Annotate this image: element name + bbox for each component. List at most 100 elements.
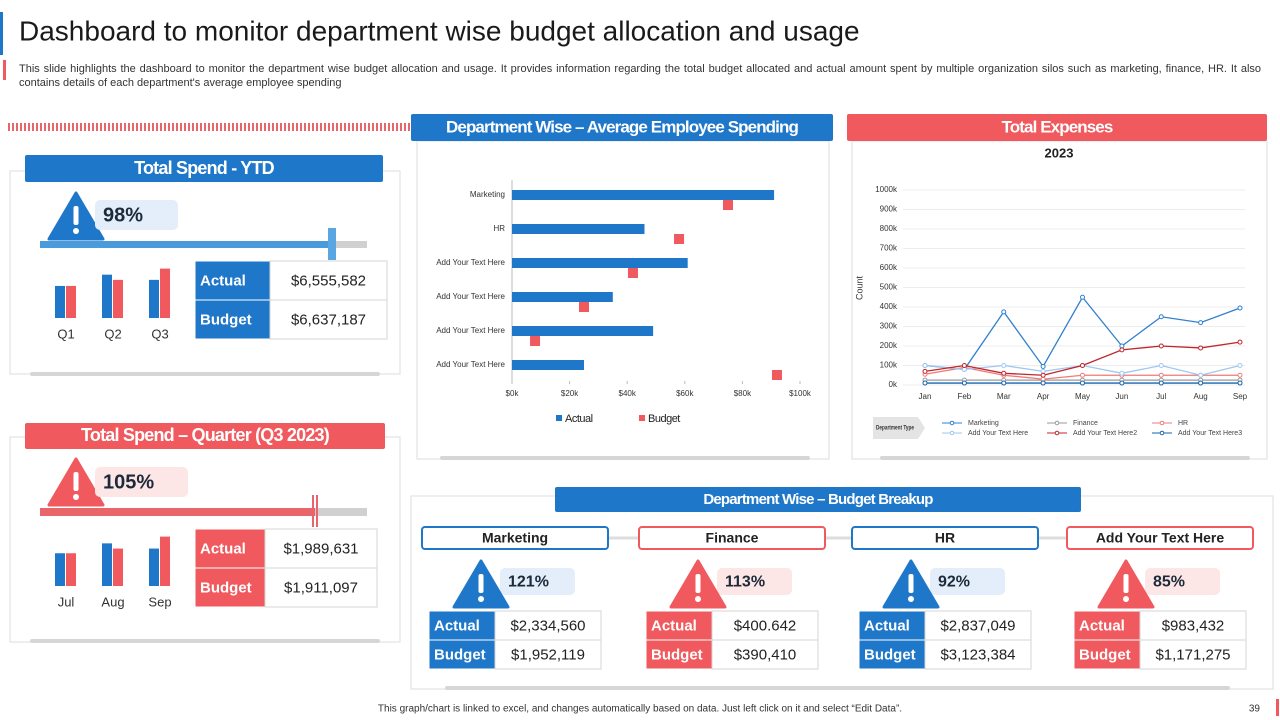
page-number: 39 xyxy=(1249,704,1261,715)
row-label: Actual xyxy=(864,617,910,634)
panel-title: Total Spend – Quarter (Q3 2023) xyxy=(81,425,330,445)
panel-header xyxy=(411,114,833,141)
x-tick-label: Q3 xyxy=(151,326,168,341)
row-label: Budget xyxy=(1079,646,1131,663)
point xyxy=(1119,347,1125,353)
legend-label: Budget xyxy=(648,413,680,425)
x-tick-label: Q1 xyxy=(57,326,74,341)
row-label: Budget xyxy=(200,579,252,596)
y-tick-label: 900k xyxy=(880,205,898,214)
point xyxy=(1237,305,1243,311)
subtitle: This slide highlights the dashboard to m… xyxy=(19,63,1261,89)
legend-swatch xyxy=(639,415,645,421)
y-tick-label: 500k xyxy=(880,283,898,292)
table-cell xyxy=(264,567,378,608)
point xyxy=(1237,380,1243,386)
warning-dot xyxy=(478,596,484,602)
row-label: Actual xyxy=(200,272,246,289)
legend-label: HR xyxy=(1178,420,1188,427)
budget-marker xyxy=(530,336,541,346)
bar xyxy=(113,548,123,586)
table-cell xyxy=(264,528,378,569)
point xyxy=(1198,380,1204,386)
row-value: $400.642 xyxy=(734,617,797,634)
point xyxy=(1237,372,1243,378)
legend-label: Marketing xyxy=(968,420,999,427)
bar xyxy=(512,326,654,336)
panel-header xyxy=(25,423,385,449)
legend-title: Department Type xyxy=(876,426,915,432)
point xyxy=(1158,363,1164,368)
y-tick-label: 200k xyxy=(880,341,898,350)
title-accent xyxy=(0,12,3,55)
point xyxy=(961,363,967,368)
y-tick-label: Add Your Text Here xyxy=(436,258,505,267)
x-tick-label: Aug xyxy=(101,594,124,609)
x-tick-label: $60k xyxy=(676,389,694,398)
point xyxy=(922,380,928,386)
warning-mark xyxy=(73,472,79,491)
bar xyxy=(512,258,688,268)
percent-text: 98% xyxy=(103,204,143,226)
panel-header xyxy=(25,155,383,182)
point xyxy=(1040,363,1046,369)
row-label: Actual xyxy=(434,617,480,634)
point xyxy=(961,380,967,386)
legend-label: Finance xyxy=(1073,420,1098,427)
legend-point xyxy=(1054,430,1060,436)
point xyxy=(1001,363,1007,368)
progress-marker xyxy=(328,228,336,260)
row-value: $1,171,275 xyxy=(1155,646,1230,663)
x-tick-label: Sep xyxy=(1233,392,1248,401)
point xyxy=(922,368,928,374)
warning-mark xyxy=(478,574,484,593)
x-tick-label: $80k xyxy=(734,389,752,398)
point xyxy=(1198,345,1204,351)
percent-badge xyxy=(95,467,188,497)
point xyxy=(1158,314,1164,320)
legend-label: Actual xyxy=(565,413,593,425)
row-label: Budget xyxy=(200,311,252,328)
budget-marker xyxy=(579,302,589,312)
warning-mark xyxy=(73,206,79,225)
y-tick-label: 700k xyxy=(880,244,898,253)
bar xyxy=(149,548,159,586)
table-cell xyxy=(645,610,713,641)
point xyxy=(1080,294,1085,300)
y-tick-label: 300k xyxy=(880,322,898,331)
bar xyxy=(55,553,65,586)
table-cell xyxy=(428,639,496,670)
point xyxy=(1158,372,1164,378)
warning-dot xyxy=(73,228,79,234)
point xyxy=(1119,380,1125,386)
budget-marker xyxy=(627,268,638,278)
row-label: Actual xyxy=(1079,617,1125,634)
table-cell xyxy=(711,639,819,670)
card-name-box xyxy=(421,526,609,550)
point xyxy=(1237,339,1243,345)
table-cell xyxy=(269,260,388,301)
progress-marker xyxy=(311,495,319,527)
bar xyxy=(113,279,123,318)
legend-label: Add Your Text Here2 xyxy=(1073,430,1137,437)
x-tick-label: Sep xyxy=(148,594,171,609)
warning-mark xyxy=(908,574,914,593)
percent-text: 121% xyxy=(508,574,549,591)
row-value: $1,952,119 xyxy=(511,646,585,663)
table-cell xyxy=(494,610,602,641)
x-tick-label: Apr xyxy=(1037,392,1050,401)
point xyxy=(1080,363,1085,368)
panel-title: Department Wise – Average Employee Spend… xyxy=(446,117,798,136)
table-cell xyxy=(1073,639,1141,670)
warning-dot xyxy=(73,494,79,500)
panel-header xyxy=(555,487,1081,512)
bar xyxy=(160,536,170,586)
row-value: $6,555,582 xyxy=(291,272,366,289)
panel-title: Department Wise – Budget Breakup xyxy=(703,491,933,508)
table-cell xyxy=(1073,610,1141,641)
point xyxy=(1158,343,1164,349)
y-tick-label: 100k xyxy=(880,361,898,370)
y-tick-label: 800k xyxy=(880,224,898,233)
legend-swatch xyxy=(556,415,562,421)
row-value: $983,432 xyxy=(1162,617,1225,634)
